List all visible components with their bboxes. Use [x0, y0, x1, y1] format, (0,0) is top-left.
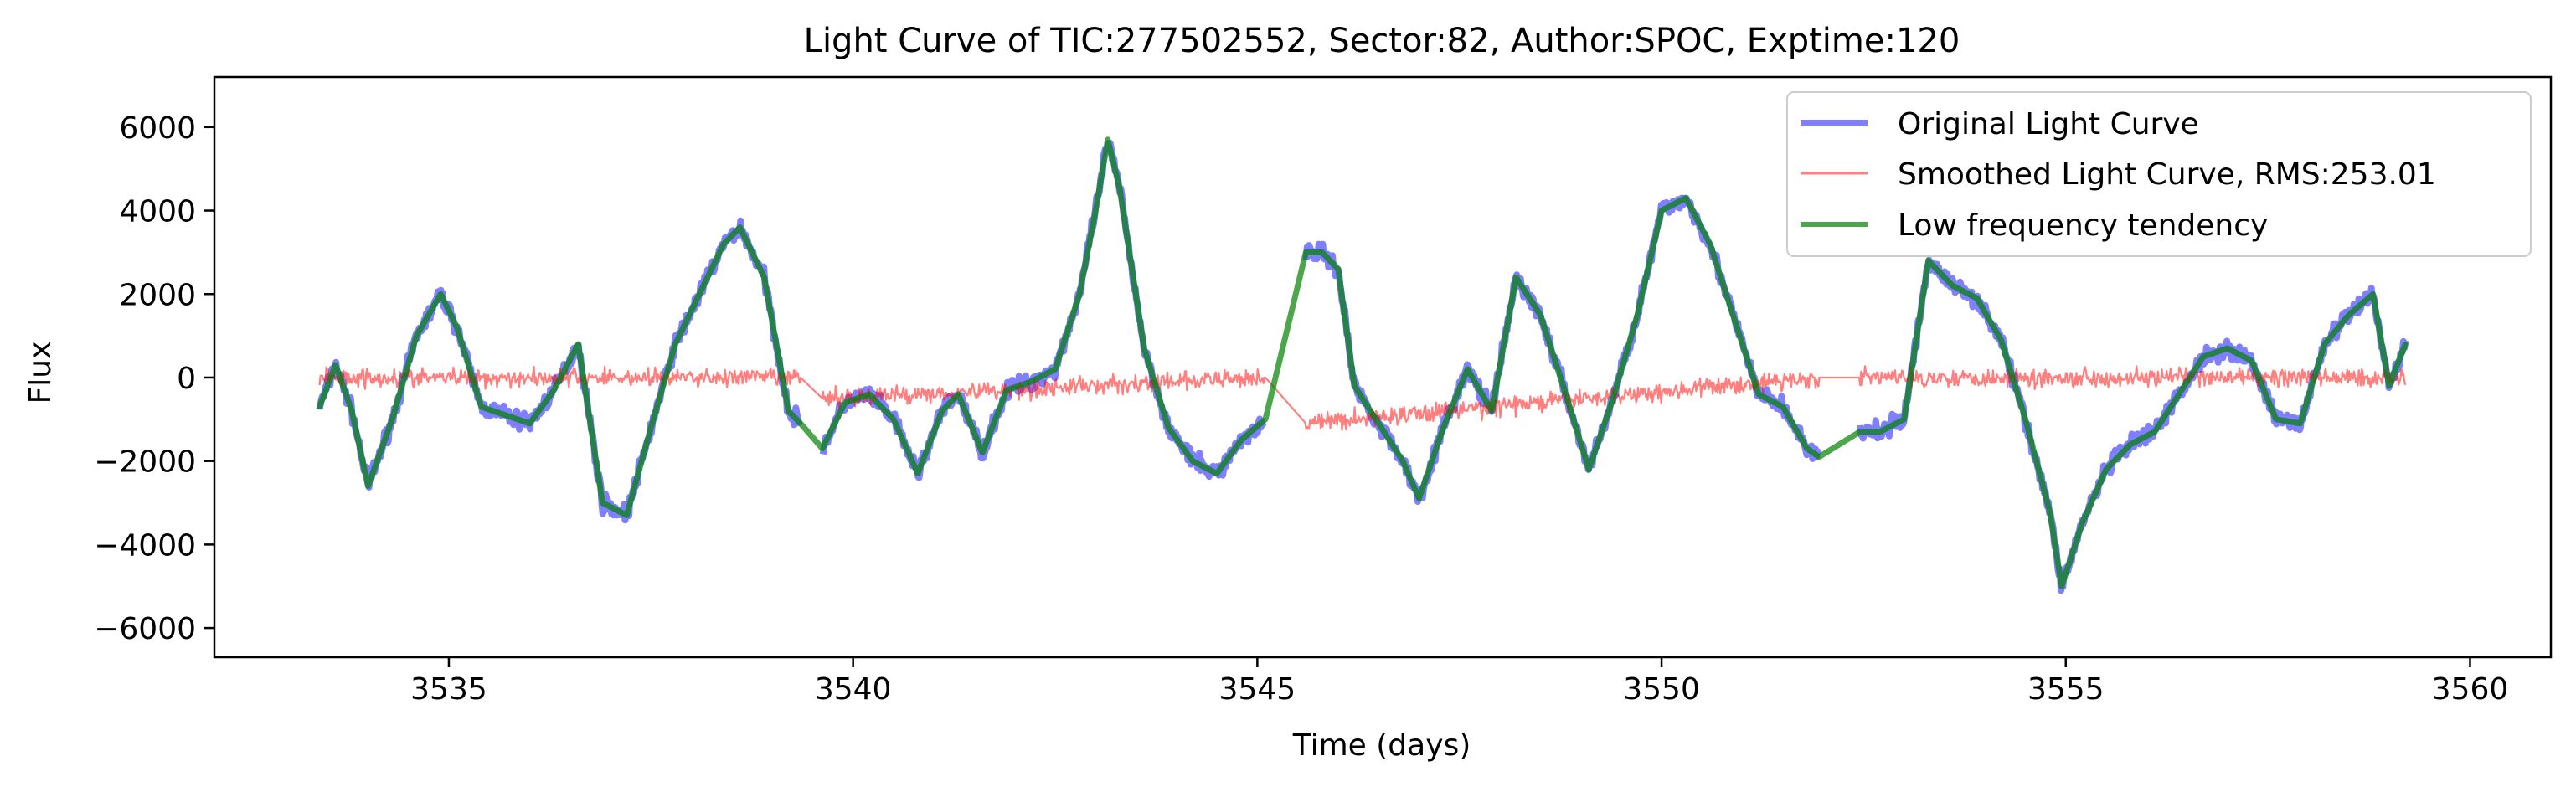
y-tick-label: −2000	[94, 445, 196, 480]
y-tick-label: 4000	[119, 195, 196, 229]
series-layer	[316, 136, 2409, 594]
x-tick-label: 3545	[1219, 672, 1296, 707]
y-tick-label: −4000	[94, 528, 196, 563]
y-tick-label: −6000	[94, 612, 196, 646]
x-axis-label: Time (days)	[1292, 728, 1471, 763]
x-tick-label: 3560	[2432, 672, 2509, 707]
legend-label-smoothed: Smoothed Light Curve, RMS:253.01	[1898, 157, 2436, 192]
y-tick-label: 2000	[119, 278, 196, 312]
plot-frame	[213, 75, 2553, 659]
legend: Original Light Curve Smoothed Light Curv…	[1786, 91, 2532, 257]
x-tick-label: 3550	[1623, 672, 1700, 707]
legend-label-trend: Low frequency tendency	[1898, 208, 2268, 243]
y-tick-label: 6000	[119, 111, 196, 146]
series-trend-line	[317, 136, 2409, 589]
x-axis: 3535 3540 3545 3550 3555 3560	[410, 657, 2508, 707]
y-tick-label: 0	[177, 362, 196, 396]
legend-box	[1786, 91, 2532, 257]
x-tick-label: 3555	[2027, 672, 2105, 707]
x-tick-label: 3535	[410, 672, 487, 707]
y-axis: −6000 −4000 −2000 0 2000 4000 6000	[94, 111, 214, 646]
x-tick-label: 3540	[815, 672, 892, 707]
y-axis-label: Flux	[23, 342, 58, 404]
chart-title: Light Curve of TIC:277502552, Sector:82,…	[804, 22, 1960, 60]
legend-label-original: Original Light Curve	[1898, 107, 2199, 141]
